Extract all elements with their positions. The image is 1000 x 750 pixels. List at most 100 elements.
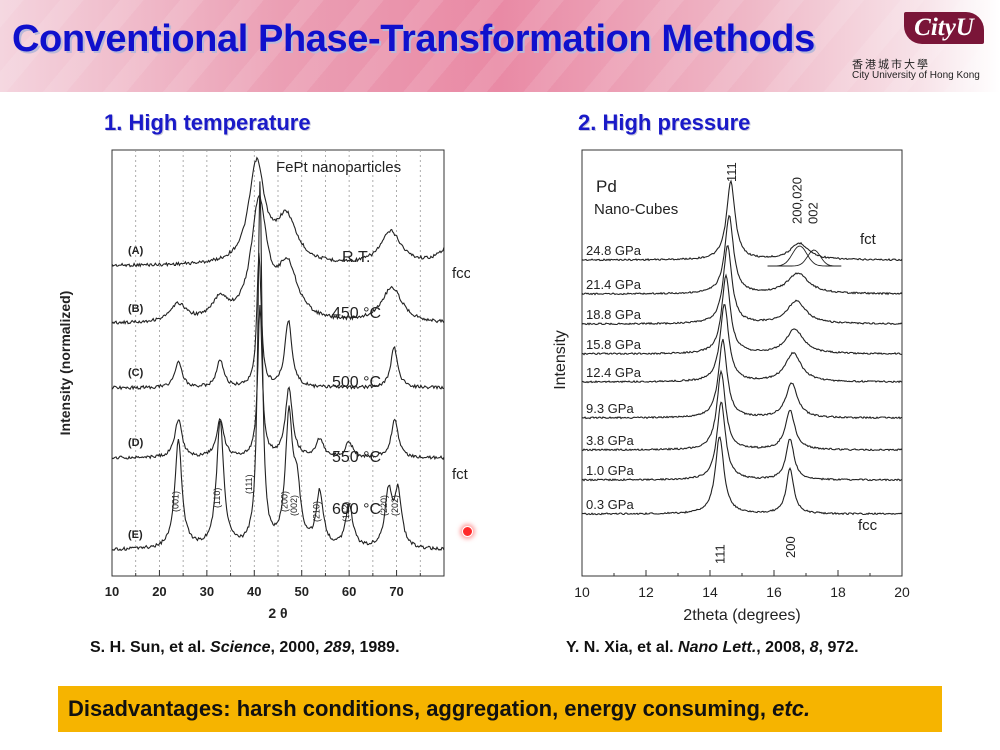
xrd-series-line bbox=[581, 436, 903, 516]
peak-index-label: 200 bbox=[783, 536, 798, 558]
pressure-label: 24.8 GPa bbox=[586, 243, 642, 258]
xrd-series-line bbox=[581, 273, 903, 356]
pressure-label: 12.4 GPa bbox=[586, 365, 642, 380]
panel2-citation: Y. N. Xia, et al. Nano Lett., 2008, 8, 9… bbox=[566, 639, 859, 657]
peak-index-label: (220) bbox=[379, 495, 389, 516]
peak-index-label: (112) bbox=[341, 502, 351, 522]
citation-authors: S. H. Sun, et al. bbox=[90, 639, 211, 656]
chart-subtitle: Nano-Cubes bbox=[594, 201, 678, 218]
x-tick-label: 30 bbox=[200, 584, 214, 599]
title-banner bbox=[0, 0, 1000, 92]
peak-index-label: 111 bbox=[713, 544, 728, 564]
chart-title: Pd bbox=[596, 177, 617, 196]
y-axis-label: Intensity (normalized) bbox=[57, 291, 73, 436]
peak-index-label: 200,020 bbox=[789, 177, 804, 224]
logo-english-name: City University of Hong Kong bbox=[852, 70, 980, 81]
citation-authors: Y. N. Xia, et al. bbox=[566, 639, 679, 656]
series-label: (A) bbox=[128, 245, 144, 257]
series-label: (C) bbox=[128, 367, 144, 379]
disadvantages-banner: Disadvantages: harsh conditions, aggrega… bbox=[58, 686, 942, 732]
peak-index-label: (111) bbox=[244, 474, 254, 494]
xrd-series-line bbox=[111, 156, 445, 268]
series-label: (D) bbox=[128, 437, 144, 449]
condition-label: 600 °C bbox=[332, 501, 381, 518]
phase-label-fcc: fcc bbox=[452, 265, 470, 282]
chart-title: FePt nanoparticles bbox=[276, 159, 401, 176]
pressure-label: 15.8 GPa bbox=[586, 337, 642, 352]
fct-fit-peak bbox=[767, 245, 842, 267]
cityu-logo: CityU 香港城市大學 City University of Hong Kon… bbox=[846, 12, 996, 92]
disadvantages-etc: etc. bbox=[772, 696, 811, 721]
panel1-heading: 1. High temperature bbox=[104, 110, 311, 135]
x-tick-label: 50 bbox=[294, 584, 308, 599]
x-axis-label: 2 θ bbox=[268, 605, 287, 621]
slide-title: Conventional Phase-Transformation Method… bbox=[12, 18, 815, 60]
citation-pages: , 1989. bbox=[350, 639, 400, 656]
pd-xrd-chart: 10 12 14 16 18 20 2theta (degrees) Intensity Pd N… bbox=[552, 149, 910, 624]
x-tick-label: 10 bbox=[574, 584, 590, 600]
condition-label: 500 °C bbox=[332, 374, 381, 391]
peak-index-label: 111 bbox=[724, 162, 739, 182]
phase-label-fcc: fcc bbox=[858, 517, 878, 534]
xrd-series-line bbox=[581, 179, 903, 262]
x-tick-label: 18 bbox=[830, 584, 846, 600]
logo-chinese-name: 香港城市大學 bbox=[852, 59, 930, 71]
x-tick-label: 20 bbox=[152, 584, 166, 599]
citation-year: , 2000, bbox=[270, 639, 324, 656]
citation-journal: Nano Lett. bbox=[678, 639, 757, 656]
pressure-label: 21.4 GPa bbox=[586, 277, 642, 292]
xrd-series-line bbox=[581, 401, 903, 482]
xrd-series-line bbox=[581, 369, 903, 452]
x-tick-label: 40 bbox=[247, 584, 261, 599]
phase-label-fct: fct bbox=[452, 466, 469, 483]
xrd-series-line bbox=[582, 338, 903, 420]
phase-label-fct: fct bbox=[860, 231, 877, 248]
x-tick-label: 14 bbox=[702, 584, 718, 600]
logo-badge: CityU bbox=[904, 12, 984, 44]
disadvantages-main: Disadvantages: harsh conditions, aggrega… bbox=[68, 696, 773, 721]
pressure-label: 3.8 GPa bbox=[586, 433, 634, 448]
xrd-series-line bbox=[111, 252, 444, 391]
x-tick-label: 16 bbox=[766, 584, 782, 600]
pressure-label: 9.3 GPa bbox=[586, 401, 634, 416]
x-axis-label: 2theta (degrees) bbox=[683, 607, 800, 624]
xrd-series-line bbox=[111, 194, 445, 325]
xrd-series-line bbox=[111, 181, 445, 552]
citation-volume: 289 bbox=[323, 639, 351, 656]
xrd-series-line bbox=[111, 304, 445, 461]
x-tick-label: 70 bbox=[389, 584, 403, 599]
peak-index-label: (200) bbox=[279, 491, 289, 512]
condition-label: 550 °C bbox=[332, 449, 381, 466]
peak-index-label: (110) bbox=[212, 488, 222, 508]
xrd-series-line bbox=[581, 304, 903, 384]
condition-label: 450 °C bbox=[332, 305, 381, 322]
citation-volume: 8 bbox=[809, 639, 819, 656]
series-label: (B) bbox=[128, 303, 144, 315]
disadvantages-text: Disadvantages: harsh conditions, aggrega… bbox=[68, 696, 810, 722]
y-axis-label: Intensity bbox=[552, 330, 569, 390]
pressure-label: 18.8 GPa bbox=[586, 307, 642, 322]
panel2-heading: 2. High pressure bbox=[578, 110, 751, 135]
fept-xrd-chart: 10 20 30 40 50 60 70 2 θ Intensity (normalized) F… bbox=[57, 149, 470, 621]
citation-journal: Science bbox=[210, 639, 271, 656]
peak-index-label: (210) bbox=[312, 501, 322, 522]
x-tick-label: 60 bbox=[342, 584, 356, 599]
peak-index-label: 002 bbox=[805, 202, 820, 224]
laser-pointer-dot bbox=[462, 526, 473, 537]
condition-label: R.T. bbox=[342, 249, 370, 266]
x-tick-label: 10 bbox=[105, 584, 119, 599]
peak-index-label: (002) bbox=[289, 495, 299, 516]
fct-fit-peak bbox=[767, 249, 842, 267]
series-label: (E) bbox=[128, 529, 143, 541]
pressure-label: 0.3 GPa bbox=[586, 497, 634, 512]
banner-pattern bbox=[0, 0, 1000, 92]
citation-pages: , 972. bbox=[818, 639, 859, 656]
peak-index-label: (202) bbox=[390, 495, 400, 516]
peak-index-label: (001) bbox=[170, 491, 180, 512]
x-tick-label: 12 bbox=[638, 584, 654, 600]
panel1-citation: S. H. Sun, et al. Science, 2000, 289, 19… bbox=[90, 639, 400, 657]
citation-year: , 2008, bbox=[756, 639, 810, 656]
xrd-series-line bbox=[581, 244, 903, 326]
xrd-series-line bbox=[581, 214, 903, 296]
pressure-label: 1.0 GPa bbox=[586, 463, 634, 478]
